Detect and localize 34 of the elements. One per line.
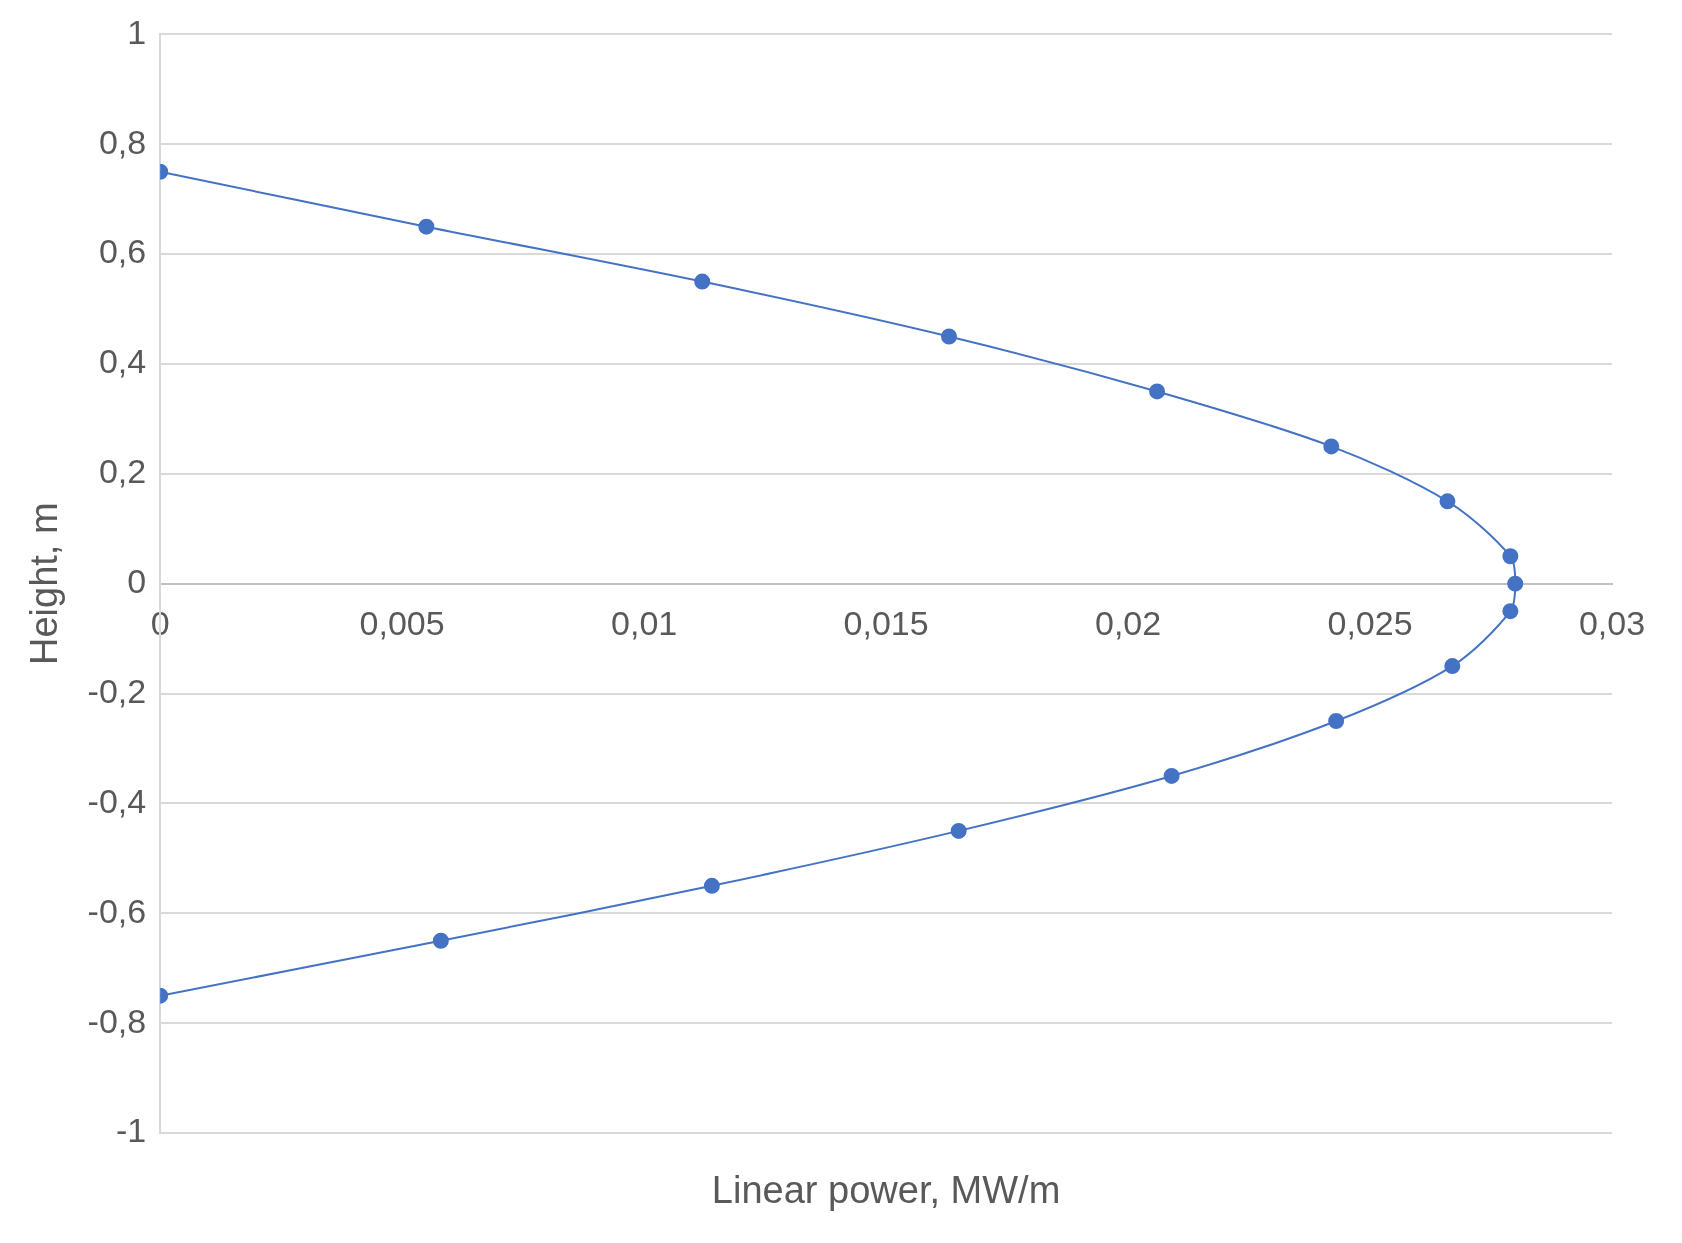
x-axis-title: Linear power, MW/m [711,1169,1061,1212]
x-tick-label: 0,01 [611,604,678,643]
y-tick-label: 0,4 [98,342,147,381]
y-tick-label: -0,4 [87,781,147,820]
x-tick-label: 0,025 [1327,604,1413,643]
point [432,932,449,949]
point [1149,383,1166,400]
y-axis-title: Height, m [23,502,66,666]
y-tick-label: -0,8 [87,1001,147,1040]
y-tick-label: -1 [115,1111,147,1150]
point [1444,658,1461,675]
point [950,822,967,839]
x-tick-label: 0,005 [359,604,445,643]
point [1502,603,1519,620]
point [703,877,720,894]
point [1502,548,1519,565]
x-tick-label: 0,03 [1578,604,1646,643]
point [1163,767,1180,784]
point [1328,713,1345,730]
point [1439,493,1456,510]
y-tick-label: 1 [127,12,147,51]
y-tick-label: 0,2 [98,452,147,491]
x-tick-label: 0,015 [843,604,929,643]
point [941,328,958,345]
point [418,218,435,235]
y-tick-label: -0,6 [87,891,147,930]
y-tick-label: 0,8 [98,122,147,161]
y-tick-label: -0,2 [87,671,147,710]
x-tick-label: 0,02 [1094,604,1162,643]
point [1323,438,1340,455]
point [694,273,711,290]
y-tick-label: 0,6 [98,232,147,271]
y-tick-label: 0 [127,562,147,601]
point [1507,575,1524,592]
